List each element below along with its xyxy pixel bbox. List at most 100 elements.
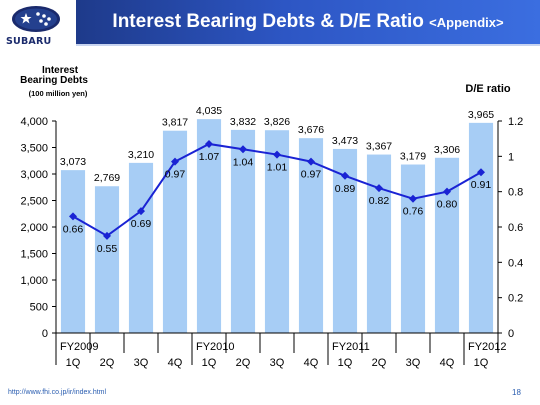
x-category-label: 3Q [270,357,285,369]
x-year-label: FY2012 [468,341,507,353]
x-axis-labels: FY2009 FY2010 FY2011 FY2012 1Q 2Q 3Q 4Q 1Q 2Q 3Q 4Q… [55,333,507,369]
bar-value-label: 3,210 [128,149,154,161]
ratio-point [273,150,281,159]
left-tick-label: 500 [30,302,48,314]
x-category-label: 1Q [66,357,81,369]
bar-value-label: 3,306 [434,144,460,156]
bar [468,122,494,333]
right-tick-label: 0.8 [508,187,523,199]
bar-series [60,119,494,334]
x-category-label: 4Q [168,357,183,369]
left-axis-title: Interest Bearing Debts (100 million yen) [20,65,88,98]
ratio-point [409,194,417,203]
x-year-label: FY2009 [60,341,99,353]
bar-value-label: 3,473 [332,135,358,147]
x-year-label: FY2010 [196,341,235,353]
ratio-value-label: 0.89 [335,183,356,195]
ratio-point [103,231,111,240]
bar [298,138,324,333]
bar [60,170,86,333]
ratio-value-label: 1.04 [233,156,254,168]
bar [230,129,256,333]
ratio-value-label: 1.01 [267,162,288,174]
ratio-point [69,212,77,221]
ratio-value-label: 0.91 [471,179,492,191]
title-suffix: <Appendix> [429,15,504,30]
right-tick-label: 0.6 [508,222,523,234]
x-category-label: 4Q [440,357,455,369]
header-divider [76,44,540,46]
bar [434,157,460,333]
x-category-label: 2Q [236,357,251,369]
ratio-data-labels: 0.66 0.55 0.69 0.97 1.07 1.04 1.01 0.97 0.89 0.82… [63,151,492,255]
ratio-value-label: 0.80 [437,199,458,211]
footer-url[interactable]: http://www.fhi.co.jp/ir/index.html [8,389,107,396]
x-category-label: 1Q [338,357,353,369]
ratio-point [375,184,383,193]
right-axis-title: D/E ratio [465,83,511,95]
ratio-value-label: 0.76 [403,206,424,218]
ratio-value-label: 1.07 [199,151,220,163]
bar-value-label: 3,826 [264,116,290,128]
left-tick-label: 2,000 [20,222,48,234]
ratio-point [341,171,349,180]
ratio-series [69,139,485,240]
right-tick-label: 1 [508,151,514,163]
ratio-point [239,145,247,154]
header: SUBARU Interest Bearing Debts & D/E Rati… [0,0,540,52]
bar [94,186,120,333]
left-axis-unit: (100 million yen) [29,89,88,98]
debt-ratio-chart: Interest Bearing Debts (100 million yen)… [20,65,523,369]
subaru-stars-icon [12,6,60,32]
bar [366,154,392,333]
ratio-value-label: 0.55 [97,243,118,255]
right-tick-label: 1.2 [508,116,523,128]
bar-value-label: 3,073 [60,156,86,168]
x-category-label: 3Q [134,357,149,369]
ratio-value-label: 0.97 [301,169,322,181]
title-bar: Interest Bearing Debts & D/E Ratio <Appe… [76,0,540,44]
x-category-label: 1Q [202,357,217,369]
bar [400,164,426,333]
left-tick-label: 0 [42,328,48,340]
x-category-label: 2Q [100,357,115,369]
ratio-point [205,139,213,148]
left-tick-label: 2,500 [20,196,48,208]
left-axis-title-line2: Bearing Debts [20,75,88,86]
left-tick-label: 1,500 [20,249,48,261]
bar-value-label: 2,769 [94,172,120,184]
bar-value-label: 3,965 [468,109,494,121]
left-axis-title-line1: Interest [42,65,79,76]
ratio-point [171,157,179,166]
bar-value-label: 4,035 [196,105,222,117]
bar [264,130,290,333]
axes [55,121,499,334]
bar [196,119,222,334]
x-category-label: 4Q [304,357,319,369]
x-category-label: 1Q [474,357,489,369]
x-category-label: 2Q [372,357,387,369]
page-title: Interest Bearing Debts & D/E Ratio <Appe… [76,11,540,33]
ratio-point [307,157,315,166]
ratio-point [137,207,145,216]
right-tick-label: 0.2 [508,293,523,305]
x-year-label: FY2011 [332,341,370,353]
subaru-logo: SUBARU [0,0,76,52]
brand-name: SUBARU [6,36,52,47]
bar [128,162,154,333]
bar-value-label: 3,817 [162,117,188,129]
right-tick-label: 0 [508,328,514,340]
ratio-value-label: 0.82 [369,195,390,207]
ratio-value-label: 0.97 [165,169,186,181]
bar-value-label: 3,367 [366,141,392,153]
right-tick-label: 0.4 [508,257,523,269]
left-tick-label: 4,000 [20,116,48,128]
right-axis-ticks: 0 0.2 0.4 0.6 0.8 1 1.2 [498,116,523,340]
bar-value-label: 3,179 [400,151,426,163]
bar-value-label: 3,676 [298,124,324,136]
title-main: Interest Bearing Debts & D/E Ratio [112,11,424,32]
page-number: 18 [512,388,521,397]
ratio-point [443,187,451,196]
bar-value-label: 3,832 [230,116,256,128]
left-axis-ticks: 0 500 1,000 1,500 2,000 2,500 3,000 3,500 4,000 [20,116,56,340]
